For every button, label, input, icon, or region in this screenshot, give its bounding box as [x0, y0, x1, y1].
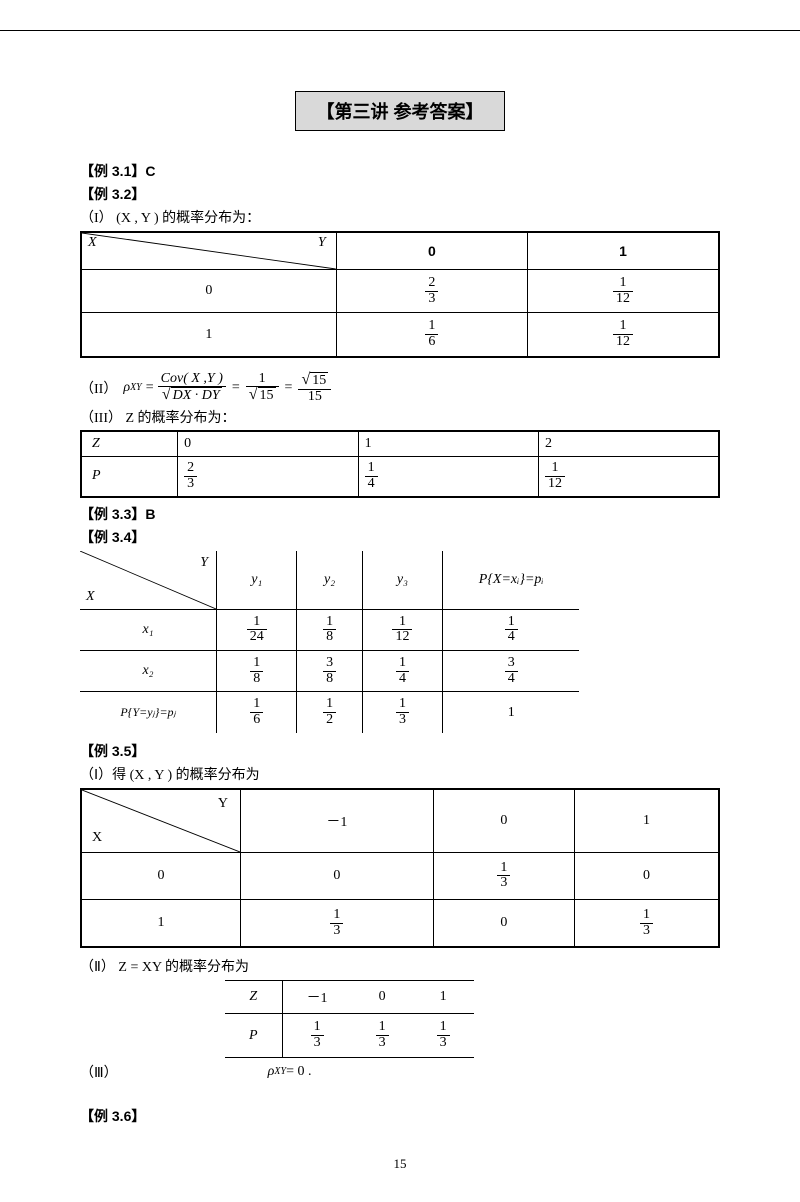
t4-r1h: 1 — [81, 900, 241, 948]
ex35-label: 【例 3.5】 — [80, 741, 720, 761]
ex35-I: （Ⅰ）得 (X , Y ) 的概率分布为 — [80, 764, 720, 784]
t3-X: X — [86, 589, 95, 605]
t1-r0h: 0 — [81, 270, 336, 313]
t2-c0: 0 — [178, 431, 358, 457]
ex33-label: 【例 3.3】B — [80, 504, 720, 524]
frac3-n: 15 — [310, 372, 328, 388]
table-ex34: Y X y₁ y₂ y₃ P{X=xᵢ}=pᵢ x₁ 124 18 112 14… — [80, 551, 579, 733]
ex35-III: （Ⅲ） ρXY = 0 . — [80, 1062, 720, 1082]
t5-c0: －1 — [282, 981, 352, 1014]
t4-r1c1: 0 — [433, 900, 574, 948]
t2-P: P — [81, 457, 178, 497]
rho-zero: = 0 . — [286, 1064, 311, 1080]
t2-Z: Z — [81, 431, 178, 457]
t5-c1: 0 — [352, 981, 413, 1014]
ex32-label: 【例 3.2】 — [80, 184, 720, 204]
t3-y3: y₃ — [362, 551, 442, 610]
rho2sub: XY — [274, 1066, 286, 1077]
ex35-II: （Ⅱ） Z = XY 的概率分布为 — [80, 956, 720, 976]
t4-r0c2: 0 — [574, 852, 719, 899]
t4-r0c0: 0 — [241, 852, 434, 899]
table-z-dist: Z 0 1 2 P 23 14 112 — [80, 430, 720, 497]
t4-c1: 0 — [433, 789, 574, 853]
frac2-d: 15 — [258, 387, 276, 403]
frac2-n: 1 — [246, 372, 279, 388]
t4-c2: 1 — [574, 789, 719, 853]
ex36-label: 【例 3.6】 — [80, 1106, 720, 1126]
ex32-part1: （I） (X , Y ) 的概率分布为： — [80, 207, 720, 227]
t1-r0c1: 112 — [528, 270, 719, 313]
t1-r1h: 1 — [81, 313, 336, 357]
ex34-label: 【例 3.4】 — [80, 527, 720, 547]
t1-Y: Y — [318, 235, 326, 251]
t1-col0: 0 — [336, 232, 527, 270]
t4-r0h: 0 — [81, 852, 241, 899]
t3-y2: y₂ — [297, 551, 362, 610]
cov-num: Cov( X ,Y ) — [158, 372, 226, 388]
cov-den: DX · DY — [171, 387, 222, 403]
t2-p2: 112 — [539, 457, 719, 497]
t3-pyj: P{Y=yⱼ}=pⱼ — [80, 692, 217, 733]
t2-c2: 2 — [539, 431, 719, 457]
t1-col1: 1 — [528, 232, 719, 270]
page-number: 15 — [80, 1156, 720, 1172]
t3-Y: Y — [200, 555, 208, 571]
table-ex35-z: Z －1 0 1 P 13 13 13 — [225, 980, 474, 1057]
t3-y1: y₁ — [217, 551, 297, 610]
ex31-label: 【例 3.1】C — [80, 161, 720, 181]
t5-c2: 1 — [413, 981, 474, 1014]
table-xy-dist-1: X Y 0 1 0 23 112 1 16 112 — [80, 231, 720, 358]
t1-r1c1: 112 — [528, 313, 719, 357]
ex32-III: （III） Z 的概率分布为： — [80, 407, 720, 427]
t1-r1c0: 16 — [336, 313, 527, 357]
t3-last1: 1 — [443, 692, 580, 733]
t3-x2: x₂ — [80, 650, 217, 691]
t3-x1: x₁ — [80, 609, 217, 650]
t2-p1: 14 — [358, 457, 538, 497]
t4-X: X — [92, 830, 102, 846]
title-wrap: 【第三讲 参考答案】 — [80, 91, 720, 131]
ex35-III-prefix: （Ⅲ） — [80, 1062, 118, 1082]
table-ex35-xy: Y X －1 0 1 0 0 13 0 1 13 0 13 — [80, 788, 720, 949]
t5-P: P — [225, 1014, 282, 1057]
t1-X: X — [88, 235, 97, 251]
page: 【第三讲 参考答案】 【例 3.1】C 【例 3.2】 （I） (X , Y )… — [0, 30, 800, 1202]
rho-sub: XY — [130, 382, 142, 393]
t4-Y: Y — [218, 796, 228, 812]
t3-pxi: P{X=xᵢ}=pᵢ — [443, 551, 580, 610]
ex32-II-prefix: （II） — [80, 378, 117, 398]
frac3-d: 15 — [298, 390, 331, 405]
t4-c0: －1 — [241, 789, 434, 853]
t1-r0c0: 23 — [336, 270, 527, 313]
t2-p0: 23 — [178, 457, 358, 497]
ex32-II-formula: （II） ρXY = Cov( X ,Y ) √DX · DY = 1 √15 … — [80, 372, 720, 404]
t5-Z: Z — [225, 981, 282, 1014]
t2-c1: 1 — [358, 431, 538, 457]
title: 【第三讲 参考答案】 — [295, 91, 504, 131]
